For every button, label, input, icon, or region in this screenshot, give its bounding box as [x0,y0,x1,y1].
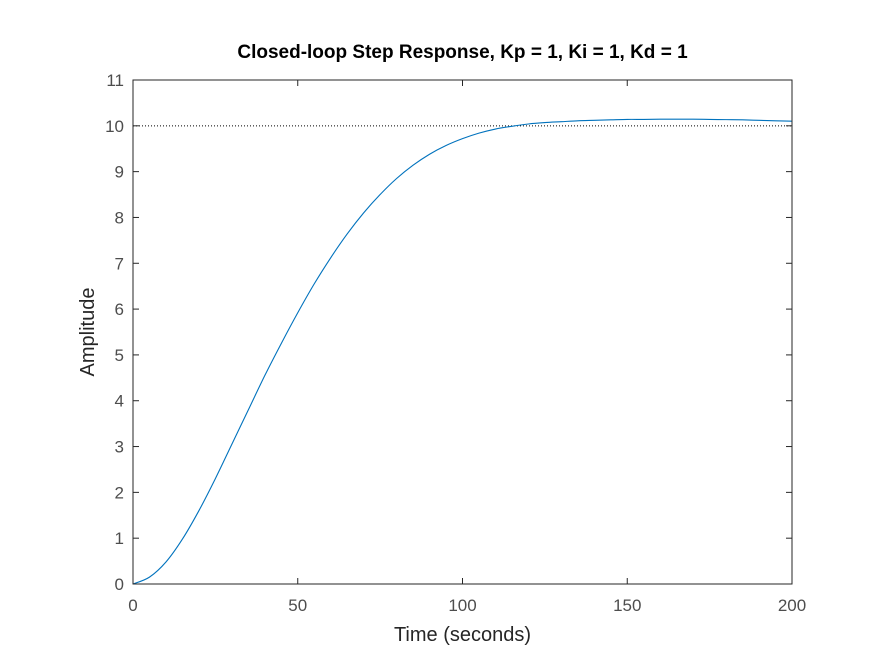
y-tick-label: 3 [115,438,124,457]
y-tick-label: 1 [115,529,124,548]
y-tick-label: 7 [115,254,124,273]
y-tick-label: 0 [115,575,124,594]
y-tick-label: 4 [115,392,124,411]
y-tick-label: 6 [115,300,124,319]
x-axis-label: Time (seconds) [394,624,531,646]
y-tick-label: 9 [115,163,124,182]
x-tick-label: 50 [288,596,307,615]
chart-title: Closed-loop Step Response, Kp = 1, Ki = … [237,42,688,63]
x-tick-label: 200 [778,596,806,615]
x-tick-label: 100 [448,596,476,615]
y-tick-label: 10 [105,117,124,136]
plot-area [133,80,792,584]
y-tick-label: 5 [115,346,124,365]
y-axis-label: Amplitude [77,288,99,377]
y-tick-label: 8 [115,208,124,227]
x-tick-label: 0 [128,596,137,615]
y-tick-label: 2 [115,483,124,502]
x-tick-label: 150 [613,596,641,615]
y-tick-label: 11 [106,71,124,90]
series-line-0 [132,118,793,585]
